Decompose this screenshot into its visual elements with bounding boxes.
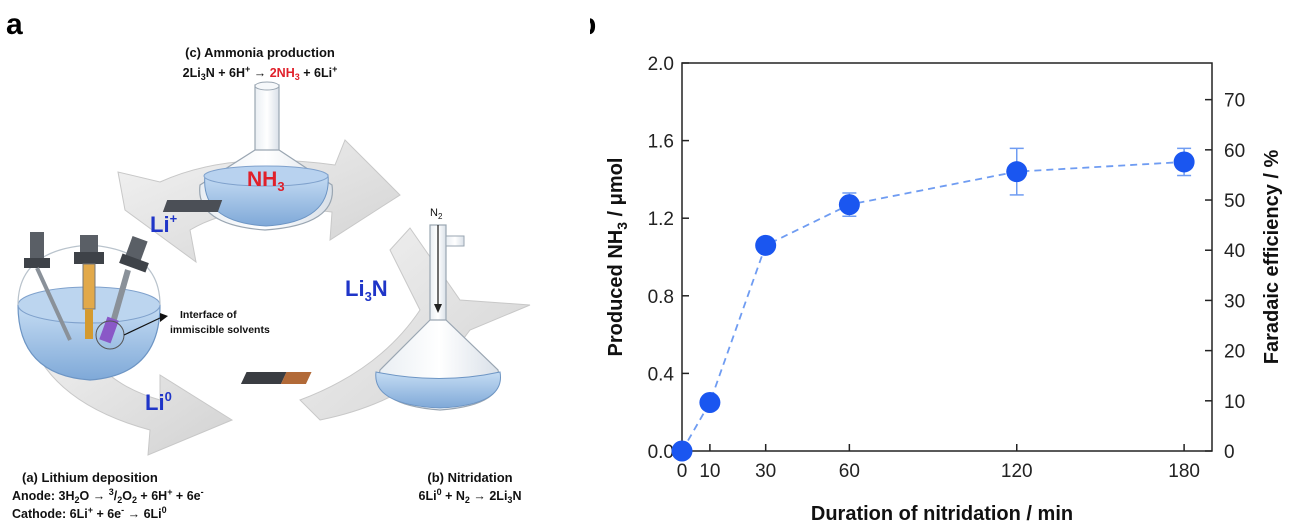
nitridation-funnel: N2 xyxy=(240,207,501,411)
y-tick-label: 0.4 xyxy=(648,364,675,385)
x-tick-label: 120 xyxy=(1001,461,1033,482)
deposition-cell xyxy=(17,232,168,381)
x-axis: 0 10 30 60 120 180 xyxy=(677,444,1200,482)
panel-b-chart: b 0.0 0.4 0.8 1.2 1.6 2.0 0 10 20 30 40 50 60 70 0 10… xyxy=(590,8,1283,525)
step-a-cathode: Cathode: 6Li+ + 6e- → 6Li0 xyxy=(12,505,167,521)
y-tick-label: 0.0 xyxy=(648,442,674,463)
step-c-title: (c) Ammonia production xyxy=(185,45,335,60)
interface-note: Interface of immiscible solvents xyxy=(170,309,270,336)
panel-letter-a: a xyxy=(6,8,23,41)
li0-label: Li0 xyxy=(145,389,172,415)
li3n-label: Li3N xyxy=(345,276,388,304)
step-b-title: (b) Nitridation xyxy=(427,470,512,485)
x-tick-label: 180 xyxy=(1168,461,1200,482)
y2-tick-label: 20 xyxy=(1224,342,1245,363)
step-b-equation: 6Li0 + N2 → 2Li3N xyxy=(419,487,522,505)
step-a-anode: Anode: 3H2O → 3/2O2 + 6H+ + 6e- xyxy=(12,487,204,505)
x-tick-label: 0 xyxy=(677,461,688,482)
y-tick-label: 0.8 xyxy=(648,287,674,308)
panel-a-schematic: a (c) Ammonia production 2Li3N + 6H+ → 2… xyxy=(6,8,531,521)
electrode-right xyxy=(99,235,149,344)
x-tick-label: 10 xyxy=(699,461,720,482)
y-tick-label: 1.6 xyxy=(648,132,674,153)
y-axis-title: Produced NH3 / μmol xyxy=(605,158,630,357)
step-a-title: (a) Lithium deposition xyxy=(22,470,158,485)
y-tick-label: 2.0 xyxy=(648,54,674,75)
lithium-electrode xyxy=(240,372,287,384)
data-point xyxy=(838,194,860,216)
y2-tick-label: 60 xyxy=(1224,141,1245,162)
y2-tick-label: 50 xyxy=(1224,191,1245,212)
y2-tick-label: 10 xyxy=(1224,392,1245,413)
series-line xyxy=(681,161,1185,452)
electrode-plate xyxy=(162,200,223,212)
data-point xyxy=(1006,161,1028,183)
y-axis-right: 0 10 20 30 40 50 60 70 xyxy=(1205,91,1245,463)
data-point xyxy=(1173,151,1195,173)
panel-letter-b: b xyxy=(590,8,596,41)
flask-nh3-label: NH3 xyxy=(247,168,285,194)
x-tick-label: 60 xyxy=(839,461,860,482)
ammonia-flask: NH3 xyxy=(162,81,334,231)
step-c-equation: 2Li3N + 6H+ → 2NH3 + 6Li+ xyxy=(183,64,338,82)
y2-tick-label: 0 xyxy=(1224,442,1235,463)
x-axis-title: Duration of nitridation / min xyxy=(811,503,1073,525)
electrode-center xyxy=(74,235,104,339)
x-tick-label: 30 xyxy=(755,461,776,482)
n2-label: N2 xyxy=(430,207,443,221)
y2-axis-title: Faradaic efficiency / % xyxy=(1261,150,1283,365)
y-tick-label: 1.2 xyxy=(648,209,674,230)
data-point xyxy=(671,440,693,462)
copper-foil xyxy=(280,372,312,384)
data-point xyxy=(699,392,721,413)
plot-frame xyxy=(681,62,1213,452)
y2-tick-label: 40 xyxy=(1224,241,1245,262)
electrode-left xyxy=(24,232,72,341)
data-point xyxy=(755,234,777,256)
series-layer xyxy=(671,147,1195,462)
y2-tick-label: 30 xyxy=(1224,291,1245,312)
y-axis-left: 0.0 0.4 0.8 1.2 1.6 2.0 xyxy=(648,54,689,463)
y2-tick-label: 70 xyxy=(1224,91,1245,112)
li-plus-label: Li+ xyxy=(150,211,178,237)
